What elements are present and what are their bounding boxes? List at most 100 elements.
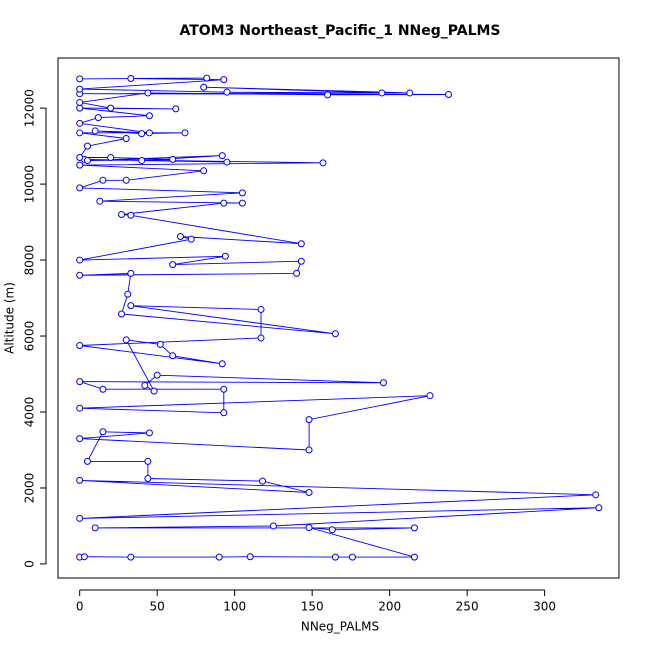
data-point <box>76 119 84 127</box>
y-tick-label: 4000 <box>23 397 37 428</box>
data-point <box>118 310 126 318</box>
data-point <box>127 553 135 561</box>
data-point <box>324 91 332 99</box>
data-point <box>378 89 386 97</box>
data-point <box>91 127 99 135</box>
data-point <box>76 161 84 169</box>
data-point <box>223 158 231 166</box>
data-point <box>76 342 84 350</box>
data-point <box>83 157 91 165</box>
data-point <box>127 211 135 219</box>
data-point <box>220 199 228 207</box>
data-point <box>269 522 277 530</box>
data-point <box>76 154 84 162</box>
data-point <box>319 159 327 167</box>
data-point <box>246 553 254 561</box>
data-point <box>169 261 177 269</box>
data-point <box>220 409 228 417</box>
data-point <box>91 524 99 532</box>
data-point <box>127 75 135 83</box>
x-tick-label: 0 <box>76 600 84 614</box>
data-line <box>78 77 599 558</box>
data-point <box>138 130 146 138</box>
data-point <box>218 360 226 368</box>
y-tick-label: 6000 <box>23 321 37 352</box>
data-point <box>445 90 453 98</box>
data-point <box>145 429 153 437</box>
data-point <box>76 85 84 93</box>
y-tick-label: 12000 <box>23 89 37 127</box>
data-point <box>156 340 164 348</box>
data-point <box>238 189 246 197</box>
data-point <box>410 524 418 532</box>
data-point <box>141 381 149 389</box>
data-point <box>144 474 152 482</box>
x-tick-label: 300 <box>533 600 556 614</box>
data-point <box>220 385 228 393</box>
data-point <box>122 176 130 184</box>
y-tick-label: 2000 <box>23 473 37 504</box>
data-point <box>305 446 313 454</box>
data-point <box>379 379 387 387</box>
data-point <box>145 129 153 137</box>
x-axis-label: NNeg_PALMS <box>301 620 379 634</box>
data-point <box>305 416 313 424</box>
data-point <box>76 184 84 192</box>
data-point <box>592 491 600 499</box>
data-point <box>94 114 102 122</box>
data-point <box>122 336 130 344</box>
plot-box <box>57 57 620 579</box>
data-point <box>297 240 305 248</box>
data-point <box>124 290 132 298</box>
data-point <box>410 553 418 561</box>
data-point <box>348 553 356 561</box>
x-tick-label: 250 <box>456 600 479 614</box>
data-point <box>107 104 115 112</box>
data-point <box>76 435 84 443</box>
y-tick-label: 10000 <box>23 165 37 203</box>
data-point <box>220 76 228 84</box>
data-point <box>118 210 126 218</box>
x-tick-label: 150 <box>301 600 324 614</box>
data-point <box>169 352 177 360</box>
data-point <box>76 514 84 522</box>
data-point <box>76 98 84 106</box>
data-point <box>257 305 265 313</box>
chart-title: ATOM3 Northeast_Pacific_1 NNeg_PALMS <box>179 23 500 39</box>
data-point <box>138 157 146 165</box>
y-axis-label: Altitude (m) <box>3 282 17 354</box>
x-tick-label: 200 <box>378 600 401 614</box>
data-point <box>200 167 208 175</box>
data-point <box>181 129 189 137</box>
data-point <box>76 476 84 484</box>
data-point <box>203 74 211 82</box>
y-tick-label: 0 <box>23 560 37 568</box>
x-tick-label: 50 <box>150 600 165 614</box>
data-point <box>76 271 84 279</box>
data-point <box>257 334 265 342</box>
data-point <box>150 387 158 395</box>
data-point <box>76 256 84 264</box>
data-point <box>200 83 208 91</box>
data-point <box>259 477 267 485</box>
y-tick-label: 8000 <box>23 245 37 276</box>
data-point <box>127 269 135 277</box>
data-point <box>76 104 84 112</box>
data-point <box>172 105 180 113</box>
data-point <box>99 385 107 393</box>
data-point <box>76 75 84 83</box>
data-point <box>406 89 414 97</box>
data-point <box>218 152 226 160</box>
data-point <box>297 257 305 265</box>
data-point <box>238 199 246 207</box>
data-point <box>144 89 152 97</box>
data-point <box>83 457 91 465</box>
data-point <box>223 88 231 96</box>
data-point <box>595 504 603 512</box>
data-point <box>187 235 195 243</box>
data-point <box>328 526 336 534</box>
data-point <box>122 135 130 143</box>
data-point <box>99 176 107 184</box>
data-point <box>426 392 434 400</box>
